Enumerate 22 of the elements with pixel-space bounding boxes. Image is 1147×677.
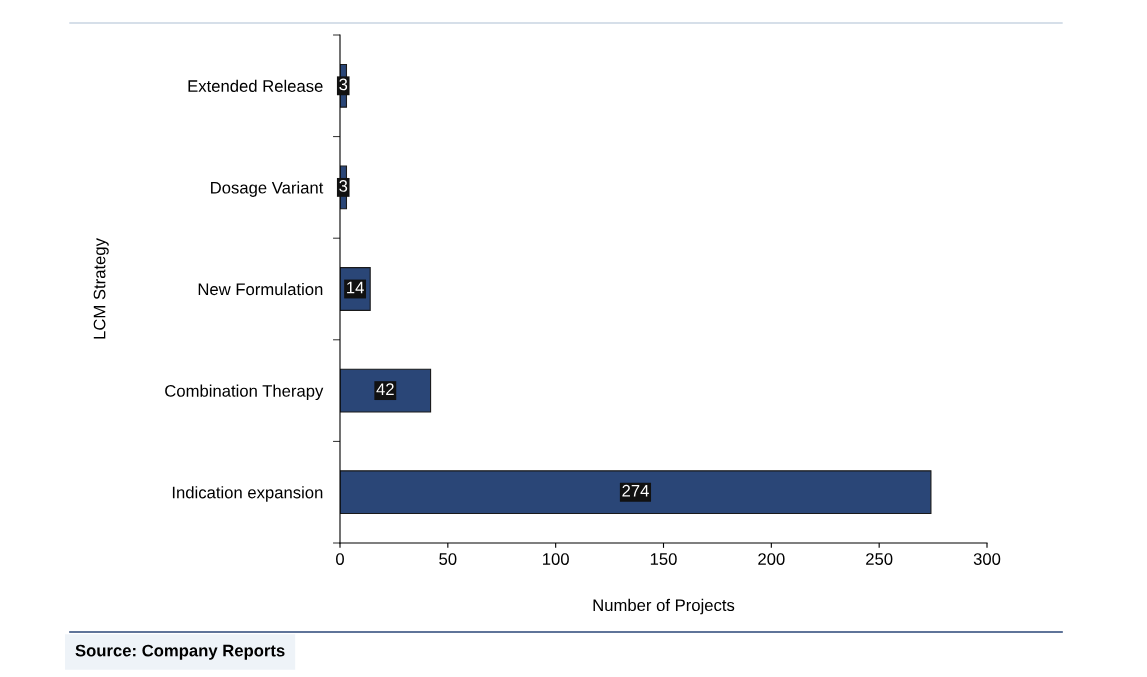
y-tick-label: Combination Therapy [165,384,324,401]
x-tick-label: 0 [336,553,344,565]
y-tick-label: Extended Release [188,79,323,92]
x-tick-label: 100 [543,553,569,565]
bar [340,470,932,515]
data-label: 3 [339,180,348,192]
y-axis-title: LCM Strategy [93,238,109,339]
x-tick-label: 250 [866,553,893,565]
x-tick-label: 300 [973,553,1001,565]
bar [340,368,432,413]
data-label: 14 [347,281,364,294]
x-tick-label: 150 [650,553,677,565]
data-label: 42 [376,383,394,395]
x-axis-title: Number of Projects [593,598,735,615]
data-label: 274 [622,484,649,497]
x-tick-label: 200 [758,553,785,565]
y-tick-label: Dosage Variant [211,181,324,197]
source-note: Source: Company Reports [75,644,285,660]
y-tick-label: New Formulation [198,282,323,296]
x-tick-label: 50 [439,553,457,565]
data-label: 3 [339,78,348,91]
y-tick-label: Indication expansion [172,486,323,502]
